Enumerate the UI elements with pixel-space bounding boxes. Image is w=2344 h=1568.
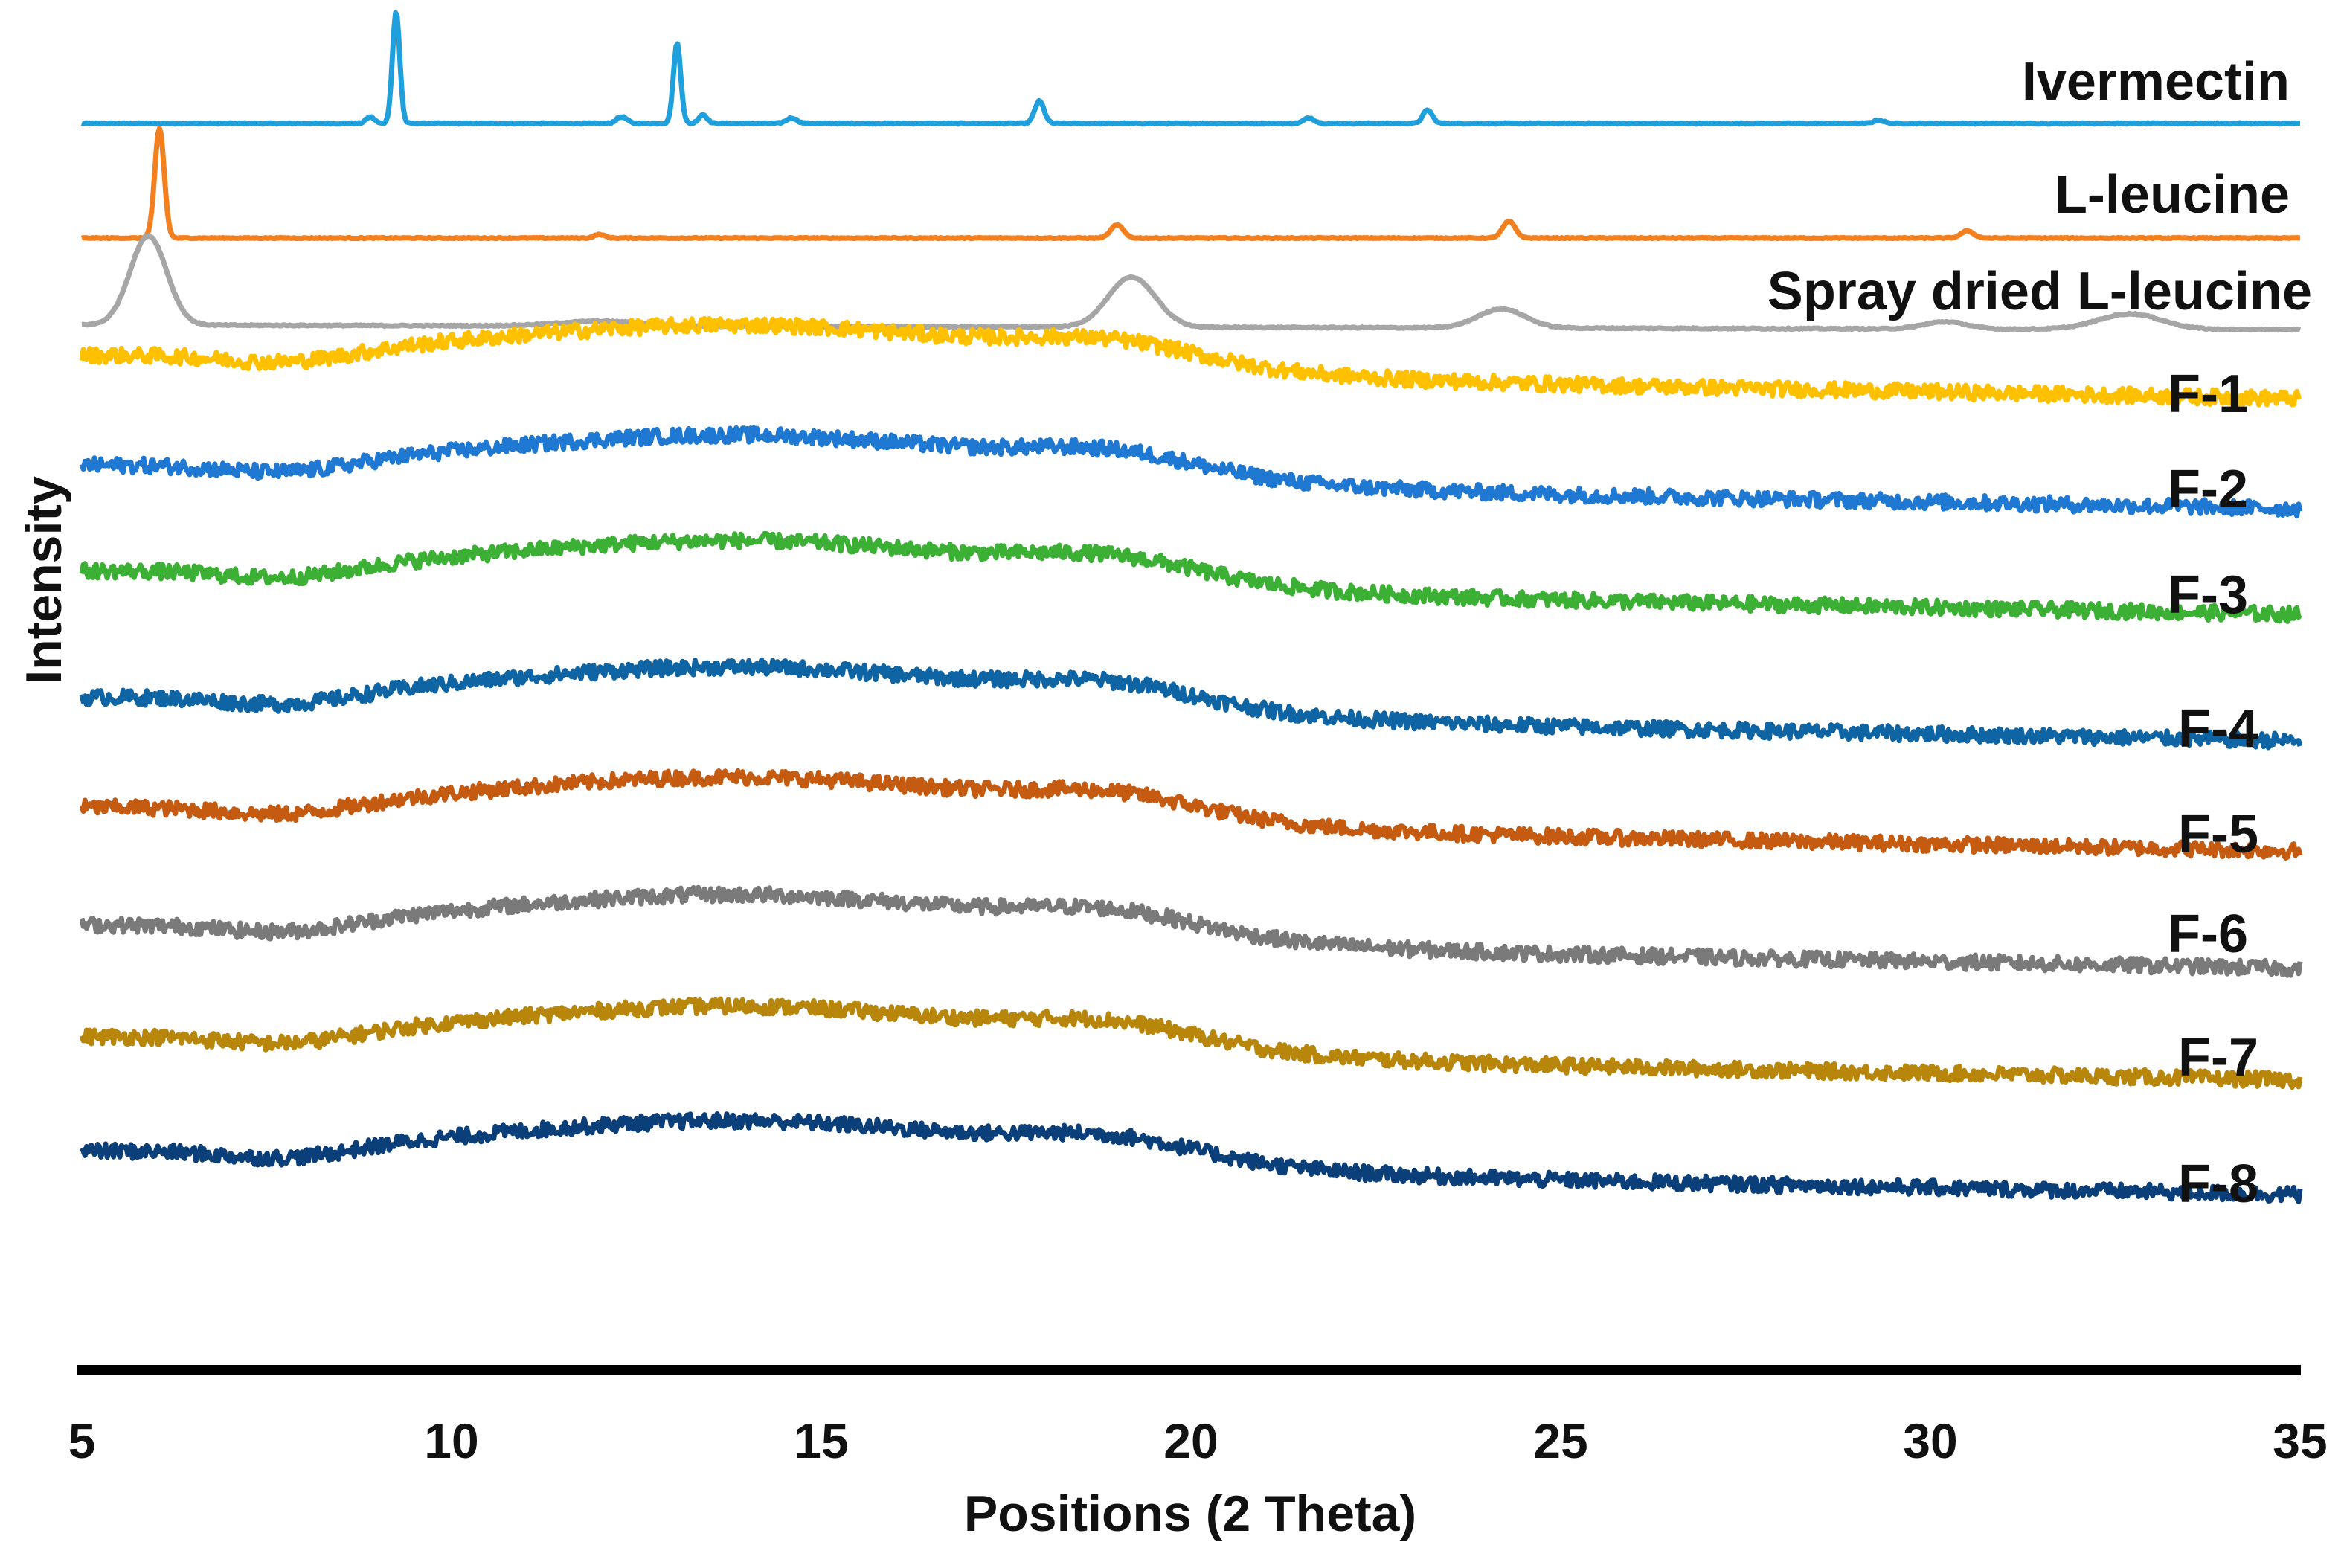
series-label-f-8: F-8 — [2178, 1154, 2258, 1214]
x-tick-labels: 5 10 15 20 25 30 35 — [68, 1413, 2328, 1468]
x-tick-label-20: 20 — [1163, 1413, 1218, 1468]
series-labels: Ivermectin L-leucine Spray dried L-leucine… — [1767, 52, 2312, 1214]
series-label-f-3: F-3 — [2168, 565, 2248, 625]
series-line-f-4 — [79, 657, 2303, 751]
series-line-ivermectin — [80, 10, 2302, 127]
series-label-l-leucine: L-leucine — [2055, 165, 2290, 225]
x-tick-label-5: 5 — [68, 1413, 96, 1468]
x-tick-label-35: 35 — [2273, 1413, 2327, 1468]
x-tick-label-30: 30 — [1903, 1413, 1957, 1468]
series-label-f-2: F-2 — [2168, 460, 2248, 519]
series-line-f-1 — [79, 315, 2302, 408]
x-tick-label-25: 25 — [1533, 1413, 1587, 1468]
series-label-ivermectin: Ivermectin — [2022, 52, 2290, 112]
series-line-f-8 — [79, 1111, 2303, 1204]
series-layer — [79, 10, 2303, 1204]
series-line-f-7 — [79, 996, 2303, 1090]
series-line-f-3 — [79, 530, 2302, 624]
series-label-spray-dried-l-leucine: Spray dried L-leucine — [1767, 262, 2312, 321]
series-line-f-2 — [79, 425, 2303, 519]
y-axis-title: Intensity — [16, 476, 72, 684]
series-label-f-1: F-1 — [2168, 364, 2248, 424]
series-line-f-5 — [79, 768, 2303, 861]
series-label-f-6: F-6 — [2168, 905, 2248, 964]
series-line-spray-dried-l-leucine — [80, 233, 2302, 333]
series-label-f-4: F-4 — [2178, 699, 2258, 759]
x-axis-title: Positions (2 Theta) — [964, 1485, 1416, 1542]
x-tick-label-10: 10 — [424, 1413, 478, 1468]
series-line-l-leucine — [80, 126, 2302, 242]
series-line-f-6 — [79, 884, 2303, 978]
series-label-f-5: F-5 — [2178, 805, 2258, 864]
series-label-f-7: F-7 — [2178, 1028, 2258, 1087]
x-tick-label-15: 15 — [794, 1413, 848, 1468]
